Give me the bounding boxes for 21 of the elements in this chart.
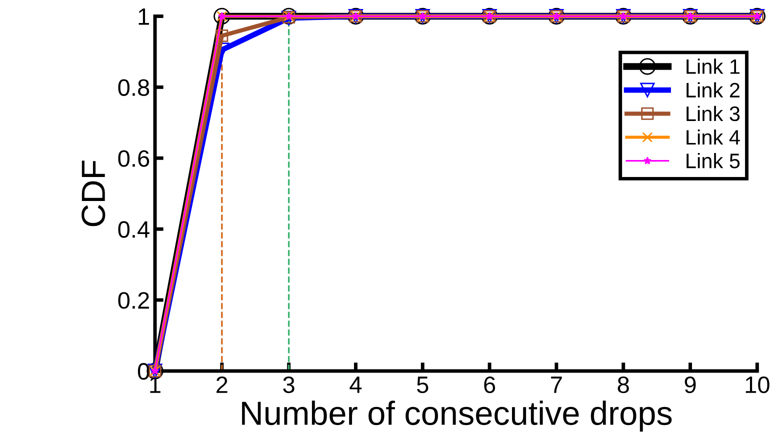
x-tick-label: 6	[484, 376, 496, 394]
x-tick-label: 9	[684, 376, 696, 394]
y-tick-label: 0.4	[118, 221, 150, 238]
legend-label: Link 3	[686, 106, 740, 122]
y-tick-label: 0.8	[118, 79, 150, 96]
x-tick-label: 8	[618, 376, 629, 394]
legend-label: Link 1	[686, 58, 740, 74]
legend-label: Link 5	[686, 153, 740, 168]
y-tick-label: 0.6	[118, 150, 150, 167]
y-tick-label: 1	[138, 8, 149, 25]
x-tick-label: 4	[350, 376, 362, 393]
x-axis-title: Number of consecutive drops	[242, 400, 672, 432]
y-axis-title: CDF	[82, 160, 106, 226]
x-tick-label: 2	[216, 376, 228, 393]
y-tick-label: 0.2	[118, 292, 149, 309]
legend-label: Link 2	[686, 82, 740, 98]
legend-label: Link 4	[686, 129, 740, 145]
x-tick-label: 7	[551, 376, 562, 393]
x-tick-label: 3	[283, 376, 294, 394]
x-tick-label: 5	[417, 376, 428, 394]
x-tick-label: 10	[746, 376, 770, 394]
